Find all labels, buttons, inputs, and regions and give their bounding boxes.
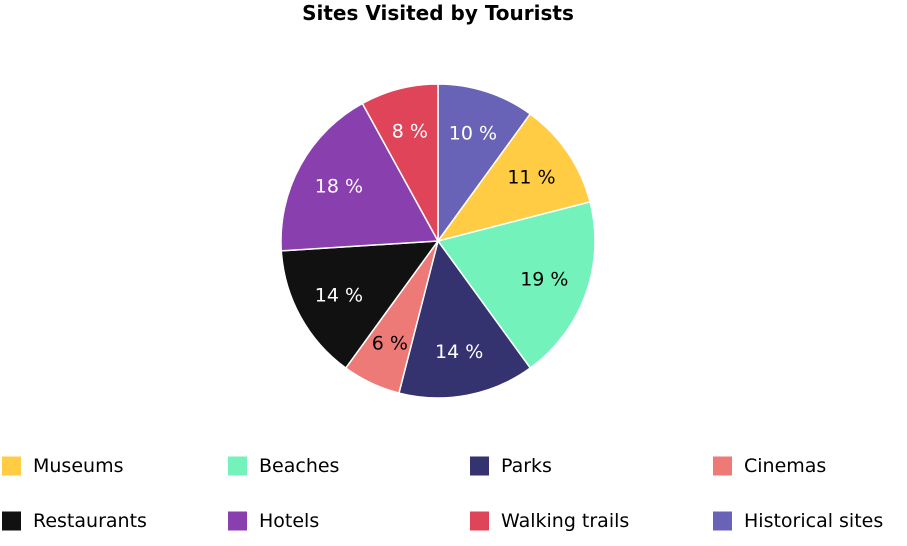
legend-item-cinemas: Cinemas	[713, 455, 826, 477]
legend-swatch	[228, 456, 247, 476]
legend-swatch	[2, 456, 21, 476]
legend-item-parks: Parks	[470, 455, 552, 477]
legend-label: Walking trails	[501, 510, 629, 532]
legend-label: Beaches	[259, 455, 339, 477]
legend-swatch	[2, 511, 21, 531]
slice-label-historical-sites: 10 %	[449, 122, 497, 144]
slice-label-cinemas: 6 %	[372, 332, 408, 354]
legend-item-historical-sites: Historical sites	[713, 510, 883, 532]
legend-swatch	[713, 511, 732, 531]
legend-label: Historical sites	[744, 510, 883, 532]
legend-item-beaches: Beaches	[228, 455, 339, 477]
legend: Museums Beaches Parks Cinemas Restaurants Hot…	[2, 455, 883, 532]
legend-swatch	[470, 456, 489, 476]
pie-slice-hotels	[280, 102, 440, 252]
pie-slice-beaches	[436, 201, 596, 370]
legend-swatch	[228, 511, 247, 531]
legend-label: Parks	[501, 455, 552, 477]
slice-label-walking-trails: 8 %	[392, 121, 428, 143]
slice-label-restaurants: 14 %	[315, 284, 363, 306]
slice-label-hotels: 18 %	[315, 176, 363, 198]
pie-slice-historical-sites	[437, 83, 532, 244]
pie-slice-parks	[398, 239, 532, 399]
slice-label-museums: 11 %	[507, 166, 555, 188]
legend-label: Restaurants	[33, 510, 147, 532]
legend-item-walking-trails: Walking trails	[470, 510, 629, 532]
pie-slice-restaurants	[280, 240, 440, 370]
pie-slices	[280, 83, 596, 399]
chart-title: Sites Visited by Tourists	[302, 1, 574, 25]
legend-swatch	[470, 511, 489, 531]
legend-swatch	[713, 456, 732, 476]
slice-label-beaches: 19 %	[520, 268, 568, 290]
pie-slice-walking-trails	[361, 83, 439, 242]
pie-slice-labels: 10 % 11 % 19 % 14 % 6 % 14 % 18 % 8 %	[315, 121, 569, 364]
legend-item-museums: Museums	[2, 455, 123, 477]
legend-label: Cinemas	[744, 455, 826, 477]
slice-label-parks: 14 %	[435, 341, 483, 363]
legend-item-restaurants: Restaurants	[2, 510, 147, 532]
pie-slice-museums	[436, 112, 591, 243]
legend-label: Museums	[33, 455, 123, 477]
legend-item-hotels: Hotels	[228, 510, 319, 532]
legend-label: Hotels	[259, 510, 319, 532]
